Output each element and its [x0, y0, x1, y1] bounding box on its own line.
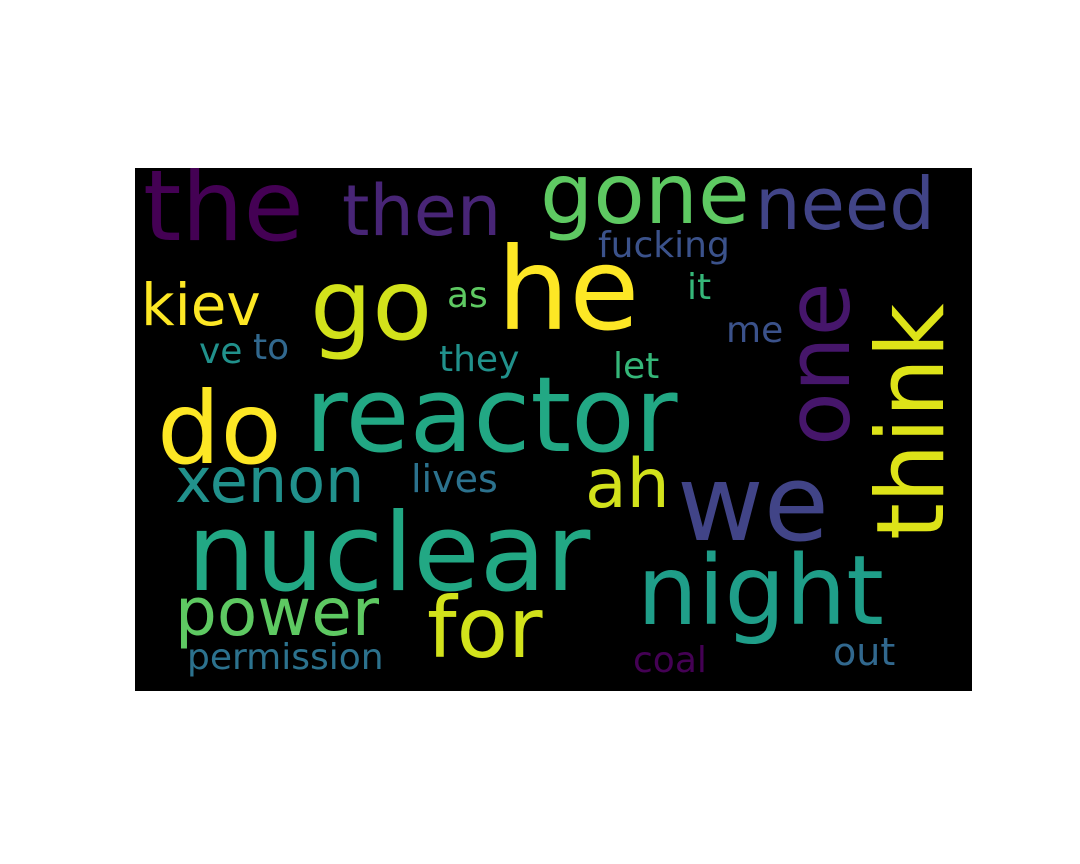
word-the: the	[143, 168, 304, 264]
word-lives: lives	[411, 457, 498, 501]
word-out: out	[833, 630, 896, 674]
word-night: night	[637, 535, 884, 647]
word-cloud: the then gone need fucking kiev go as he…	[135, 168, 972, 691]
word-permission: permission	[187, 637, 384, 678]
word-ah: ah	[585, 445, 670, 524]
word-to: to	[253, 327, 290, 368]
word-we: we	[677, 442, 829, 565]
word-need: need	[755, 168, 935, 246]
word-they: they	[439, 339, 520, 380]
word-kiev: kiev	[141, 271, 261, 339]
word-nuclear: nuclear	[187, 491, 591, 616]
word-me: me	[726, 310, 784, 351]
word-ve: ve	[199, 331, 243, 372]
word-let: let	[613, 346, 660, 387]
word-as: as	[447, 275, 488, 316]
word-it: it	[687, 267, 712, 308]
word-reactor: reactor	[305, 354, 678, 476]
word-he: he	[497, 223, 640, 356]
word-gone: gone	[540, 168, 750, 243]
word-go: go	[310, 249, 433, 363]
word-coal: coal	[633, 640, 707, 681]
word-one: one	[767, 282, 870, 446]
word-fucking: fucking	[598, 225, 730, 266]
word-do: do	[157, 370, 282, 487]
word-xenon: xenon	[175, 444, 365, 517]
word-then: then	[342, 170, 502, 252]
word-power: power	[175, 574, 379, 651]
word-for: for	[427, 579, 543, 677]
word-think: think	[857, 303, 966, 540]
